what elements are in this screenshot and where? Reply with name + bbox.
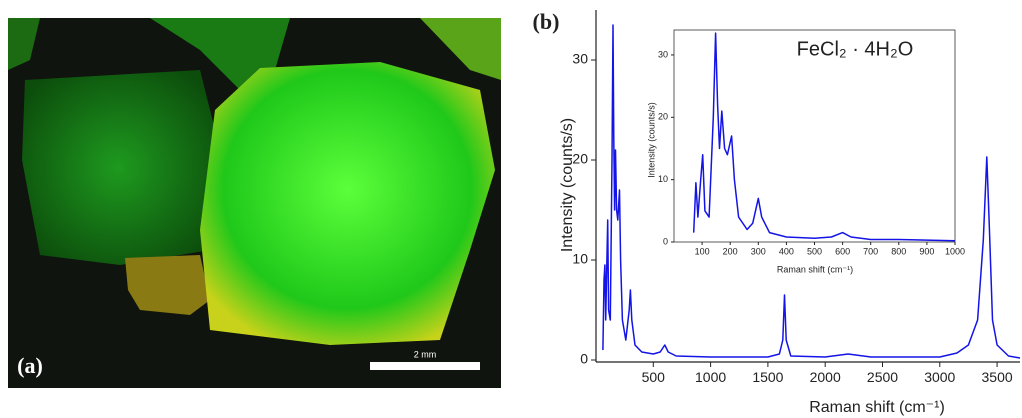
x-tick-label: 900 [919, 247, 934, 257]
x-tick-label: 500 [807, 247, 822, 257]
y-axis-label: Intensity (counts/s) [559, 118, 576, 252]
x-tick-label: 400 [779, 247, 794, 257]
y-tick-label: 10 [658, 174, 668, 184]
x-tick-label: 1500 [752, 369, 783, 385]
y-tick-label: 30 [658, 49, 668, 59]
photo: 2 mm (a) [8, 18, 501, 388]
scale-bar-label: 2 mm [414, 349, 437, 359]
crystal [150, 18, 290, 90]
panel-label: (a) [17, 353, 43, 378]
y-axis-label: Intensity (counts/s) [646, 102, 656, 178]
x-tick-label: 3000 [924, 369, 955, 385]
x-tick-label: 500 [642, 369, 666, 385]
panel-label: (b) [533, 9, 560, 34]
x-axis-label: Raman shift (cm⁻¹) [777, 264, 853, 274]
scale-bar [370, 362, 480, 370]
crystal [420, 18, 501, 80]
x-tick-label: 700 [863, 247, 878, 257]
y-tick-label: 30 [572, 51, 588, 67]
crystal [125, 255, 210, 315]
x-tick-label: 300 [751, 247, 766, 257]
chart: 100 200 300 400 500 600 700 800 900 1000 0 10 20 30 Ra… [646, 29, 965, 274]
crystal [200, 62, 495, 345]
x-tick-label: 200 [723, 247, 738, 257]
y-tick-label: 20 [572, 151, 588, 167]
chart: 500 1000 1500 2000 2500 3000 35000102030Raman … [559, 10, 1021, 416]
x-tick-label: 2000 [810, 369, 841, 385]
crystal [8, 18, 40, 70]
crystal [22, 70, 215, 265]
x-tick-label: 2500 [867, 369, 898, 385]
x-tick-label: 3500 [982, 369, 1013, 385]
x-tick-label: 100 [695, 247, 710, 257]
x-axis-label: Raman shift (cm⁻¹) [809, 399, 945, 416]
spectrum-line [602, 24, 1021, 359]
x-tick-label: 600 [835, 247, 850, 257]
annotation: FeCl₂ · 4H₂O [797, 38, 914, 60]
x-tick-label: 800 [891, 247, 906, 257]
spectrum-line [692, 32, 956, 242]
y-tick-label: 10 [572, 251, 588, 267]
y-tick-label: 0 [663, 236, 668, 246]
x-tick-label: 1000 [695, 369, 726, 385]
x-tick-label: 1000 [945, 247, 965, 257]
y-tick-label: 20 [658, 112, 668, 122]
y-tick-label: 0 [580, 351, 588, 367]
